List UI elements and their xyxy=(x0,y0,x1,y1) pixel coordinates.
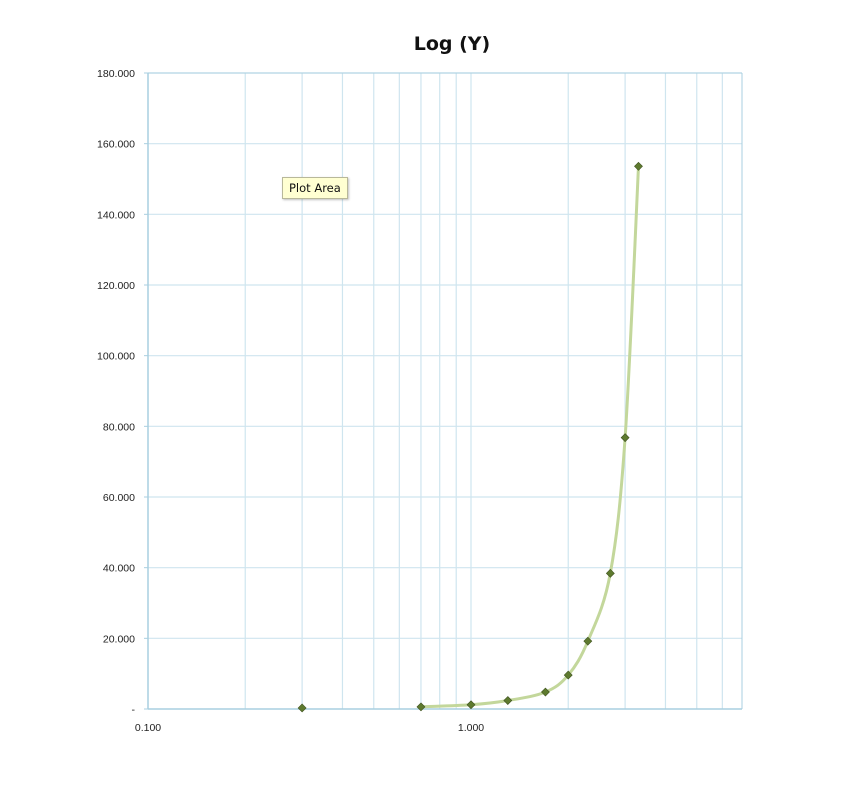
data-point xyxy=(634,161,643,171)
y-tick-label: 140.000 xyxy=(97,209,135,221)
y-tick-label: 20.000 xyxy=(103,633,135,645)
y-tick-label: 120.000 xyxy=(97,280,135,292)
tick-labels: - 20.000 40.000 60.000 80.000 100.000 120.000 1… xyxy=(97,68,484,734)
data-point xyxy=(466,700,476,710)
series-line xyxy=(420,166,640,709)
plot-area-tooltip: Plot Area xyxy=(282,177,348,199)
x-tick-label: 0.100 xyxy=(135,722,161,734)
data-point xyxy=(620,433,630,443)
series xyxy=(297,161,643,713)
data-point xyxy=(297,703,307,713)
axes xyxy=(144,72,743,710)
y-tick-label: - xyxy=(132,704,136,716)
data-point xyxy=(416,702,426,712)
y-tick-label: 40.000 xyxy=(103,563,135,575)
data-point xyxy=(583,636,593,646)
y-tick-label: 180.000 xyxy=(97,68,135,80)
chart-title: Log (Y) xyxy=(414,33,491,55)
y-tick-label: 160.000 xyxy=(97,139,135,151)
y-tick-label: 60.000 xyxy=(103,492,135,504)
y-tick-label: 100.000 xyxy=(97,351,135,363)
x-tick-label: 1.000 xyxy=(458,722,484,734)
y-tick-label: 80.000 xyxy=(103,421,135,433)
data-point xyxy=(503,696,513,705)
data-point xyxy=(605,568,615,578)
data-point xyxy=(563,670,573,680)
plot-area[interactable] xyxy=(148,73,742,709)
data-point xyxy=(541,687,550,697)
